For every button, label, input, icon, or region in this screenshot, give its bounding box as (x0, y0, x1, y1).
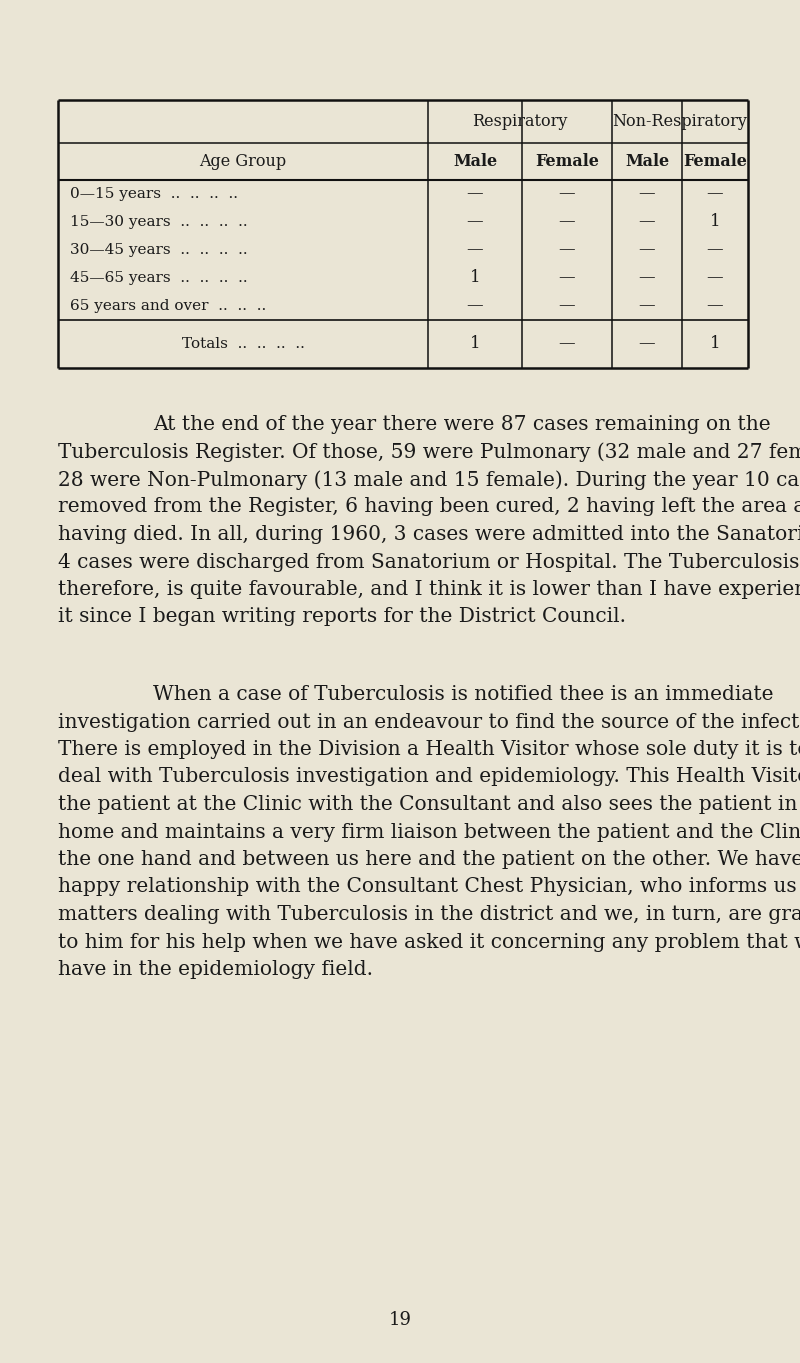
Text: Non-Respiratory: Non-Respiratory (613, 113, 747, 129)
Text: 19: 19 (389, 1311, 411, 1329)
Text: —: — (466, 297, 483, 315)
Text: Respiratory: Respiratory (472, 113, 568, 129)
Text: When a case of Tuberculosis is notified the​e is an immediate: When a case of Tuberculosis is notified … (153, 686, 774, 705)
Text: —: — (466, 214, 483, 230)
Text: —: — (638, 214, 655, 230)
Text: 15—30 years  ..  ..  ..  ..: 15—30 years .. .. .. .. (70, 215, 248, 229)
Text: have in the epidemiology field.: have in the epidemiology field. (58, 960, 373, 979)
Text: deal with Tuberculosis investigation and epidemiology. This Health Visitor sees: deal with Tuberculosis investigation and… (58, 767, 800, 786)
Text: matters dealing with Tuberculosis in the district and we, in turn, are grateful: matters dealing with Tuberculosis in the… (58, 905, 800, 924)
Text: —: — (706, 241, 723, 259)
Text: home and maintains a very firm liaison between the patient and the Clinic on: home and maintains a very firm liaison b… (58, 822, 800, 841)
Text: happy relationship with the Consultant Chest Physician, who informs us of all: happy relationship with the Consultant C… (58, 878, 800, 897)
Text: Male: Male (625, 153, 669, 170)
Text: Age Group: Age Group (199, 153, 286, 170)
Text: —: — (706, 270, 723, 286)
Text: —: — (558, 270, 575, 286)
Text: the one hand and between us here and the patient on the other. We have a very: the one hand and between us here and the… (58, 851, 800, 870)
Text: —: — (558, 335, 575, 353)
Text: 1: 1 (710, 214, 720, 230)
Text: Tuberculosis Register. Of those, 59 were Pulmonary (32 male and 27 female) and: Tuberculosis Register. Of those, 59 were… (58, 443, 800, 462)
Text: —: — (558, 241, 575, 259)
Text: At the end of the year there were 87 cases remaining on the: At the end of the year there were 87 cas… (153, 414, 770, 433)
Text: —: — (638, 297, 655, 315)
Text: therefore, is quite favourable, and I think it is lower than I have experienced: therefore, is quite favourable, and I th… (58, 581, 800, 598)
Text: 45—65 years  ..  ..  ..  ..: 45—65 years .. .. .. .. (70, 271, 248, 285)
Text: 1: 1 (470, 335, 480, 353)
Text: having died. In all, during 1960, 3 cases were admitted into the Sanatorium and: having died. In all, during 1960, 3 case… (58, 525, 800, 544)
Text: Male: Male (453, 153, 497, 170)
Text: 30—45 years  ..  ..  ..  ..: 30—45 years .. .. .. .. (70, 243, 248, 258)
Text: —: — (706, 185, 723, 203)
Text: —: — (706, 297, 723, 315)
Text: 28 were Non-Pulmonary (13 male and 15 female). During the year 10 cases were: 28 were Non-Pulmonary (13 male and 15 fe… (58, 470, 800, 489)
Text: removed from the Register, 6 having been cured, 2 having left the area and 2: removed from the Register, 6 having been… (58, 497, 800, 517)
Text: 1: 1 (710, 335, 720, 353)
Text: Female: Female (683, 153, 747, 170)
Text: —: — (638, 335, 655, 353)
Text: 1: 1 (470, 270, 480, 286)
Text: Female: Female (535, 153, 599, 170)
Text: —: — (466, 241, 483, 259)
Text: 4 cases were discharged from Sanatorium or Hospital. The Tuberculosis picture,: 4 cases were discharged from Sanatorium … (58, 552, 800, 571)
Text: —: — (638, 270, 655, 286)
Text: it since I began writing reports for the District Council.: it since I began writing reports for the… (58, 608, 626, 627)
Text: the patient at the Clinic with the Consultant and also sees the patient in the: the patient at the Clinic with the Consu… (58, 795, 800, 814)
Text: —: — (638, 241, 655, 259)
Text: to him for his help when we have asked it concerning any problem that we might: to him for his help when we have asked i… (58, 932, 800, 951)
Text: —: — (558, 214, 575, 230)
Text: investigation carried out in an endeavour to find the source of the infection.: investigation carried out in an endeavou… (58, 713, 800, 732)
Text: —: — (558, 185, 575, 203)
Text: —: — (466, 185, 483, 203)
Text: There is employed in the Division a Health Visitor whose sole duty it is to: There is employed in the Division a Heal… (58, 740, 800, 759)
Text: —: — (638, 185, 655, 203)
Text: Totals  ..  ..  ..  ..: Totals .. .. .. .. (182, 337, 305, 352)
Text: 65 years and over  ..  ..  ..: 65 years and over .. .. .. (70, 298, 266, 313)
Text: —: — (558, 297, 575, 315)
Text: 0—15 years  ..  ..  ..  ..: 0—15 years .. .. .. .. (70, 187, 238, 200)
